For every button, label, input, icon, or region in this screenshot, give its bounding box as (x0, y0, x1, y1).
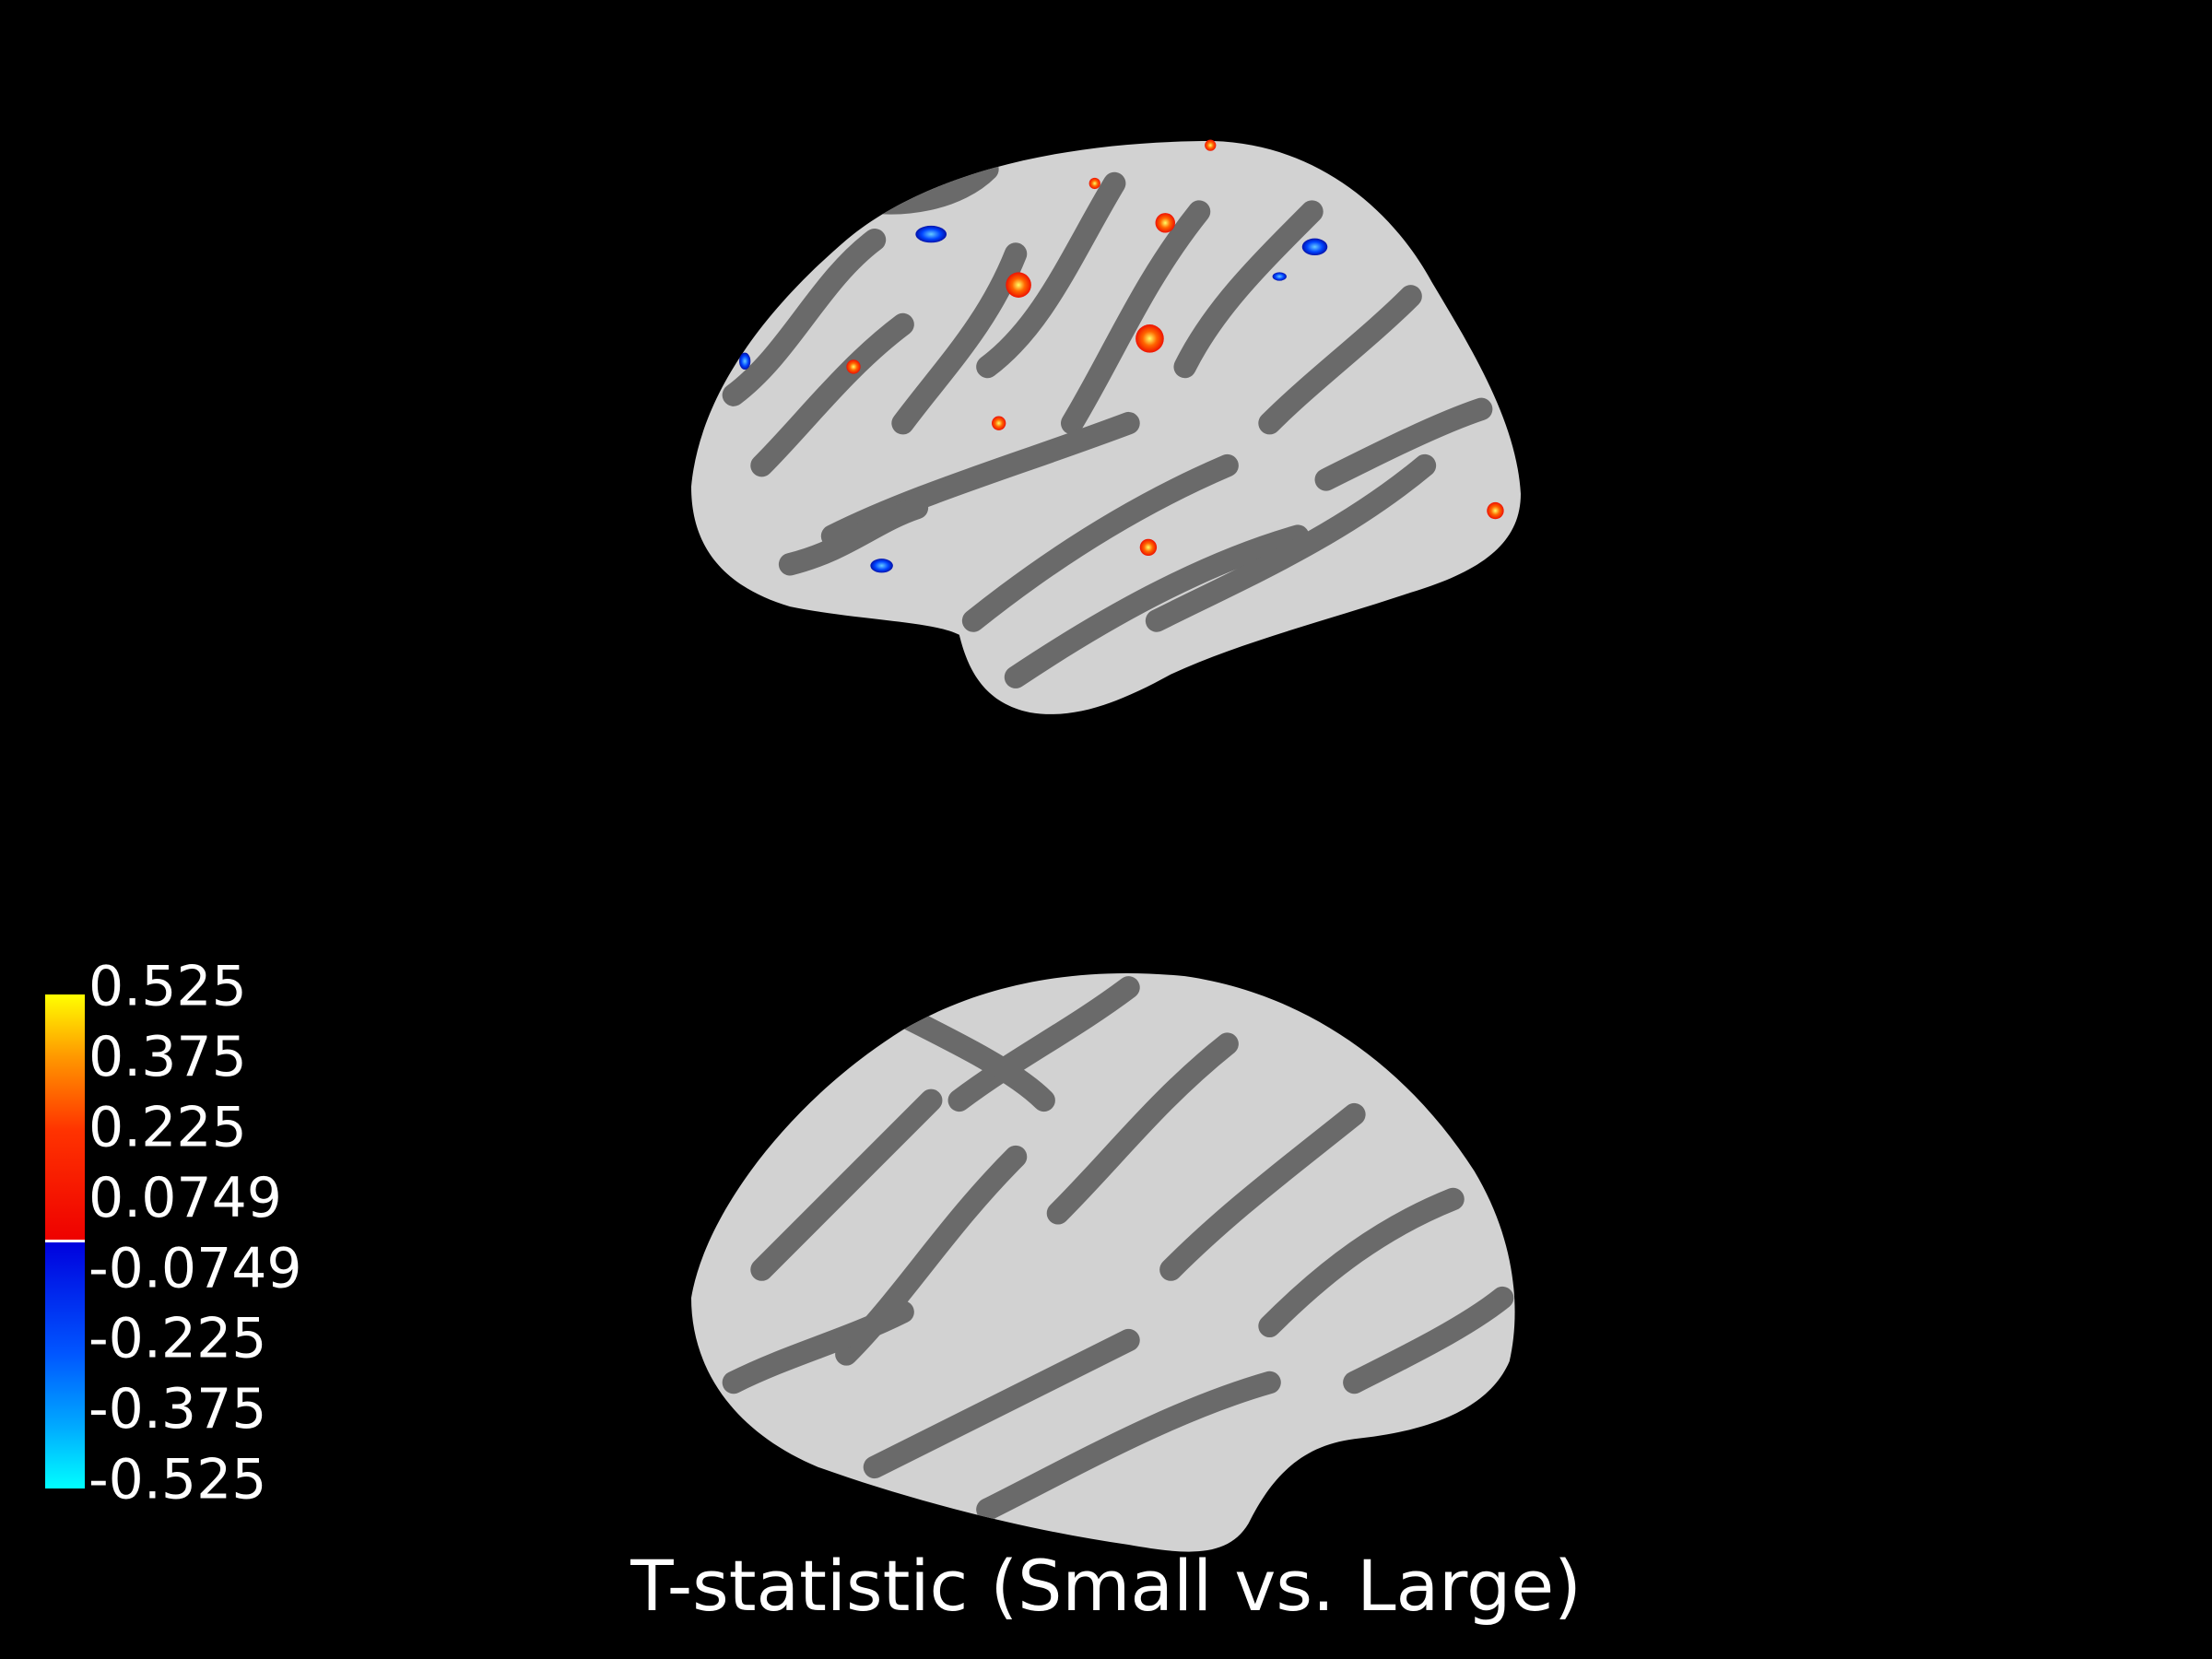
colorbar-tick-label: -0.0749 (88, 1236, 302, 1300)
brain-views (690, 139, 1521, 1552)
colorbar-negative (45, 1241, 85, 1488)
colorbar-positive (45, 994, 85, 1241)
colorbar-tick-label: 0.525 (88, 955, 247, 1019)
colorbar-tick-label: 0.375 (88, 1025, 247, 1089)
colorbar-tick-label: -0.225 (88, 1307, 266, 1371)
sulci (722, 158, 1493, 688)
colorbar-tick-label: -0.525 (88, 1448, 266, 1512)
cortex (690, 972, 1515, 1552)
colorbar-threshold (45, 1240, 85, 1242)
colorbar (45, 994, 85, 1488)
sulci (722, 976, 1514, 1521)
brain-top (690, 139, 1521, 714)
colorbar-tick-label: -0.375 (88, 1377, 266, 1441)
colorbar-tick-label: 0.225 (88, 1095, 247, 1159)
brain-bottom (690, 972, 1515, 1552)
activation-spots (739, 139, 1504, 573)
colorbar-tick-label: 0.0749 (88, 1166, 282, 1230)
title: T-statistic (Small vs. Large) (629, 1545, 1581, 1627)
